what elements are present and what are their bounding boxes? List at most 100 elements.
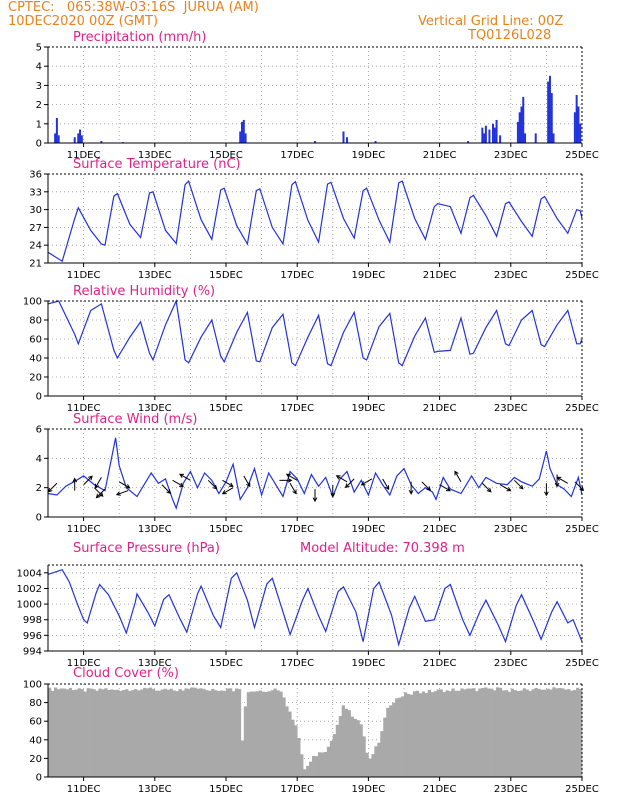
cloud-bar (282, 697, 286, 777)
x-tick-label: 17DEC (280, 270, 314, 281)
panel-4: Surface Wind (m/s) 0 2 4 6 11DEC 13DEC 15DEC 17D… (36, 412, 599, 535)
y-tick-label: 0 (36, 513, 42, 524)
wind-arrow-head (408, 490, 414, 495)
wind-arrow-head (506, 487, 512, 492)
cloud-bar (116, 689, 120, 777)
x-tick-label: 23DEC (494, 524, 528, 535)
cloud-bar (347, 710, 351, 777)
cloud-bar (475, 691, 479, 777)
wind-arrow-head (72, 477, 78, 483)
cloud-bar (196, 688, 200, 777)
cloud-bar (202, 688, 206, 777)
header-grid-note: Vertical Grid Line: 00Z (418, 14, 564, 29)
cloud-bar (427, 689, 431, 777)
wind-arrow-head (98, 492, 104, 497)
cloud-bar (199, 688, 203, 777)
cloud-bar (460, 688, 464, 777)
cloud-bar (513, 690, 518, 777)
cloud-bar (472, 688, 476, 777)
cloud-bar (484, 687, 488, 777)
cloud-bar (374, 746, 378, 777)
cloud-bar (178, 689, 182, 777)
cloud-bar (62, 688, 67, 777)
y-tick-label: 36 (29, 170, 42, 181)
x-tick-label: 19DEC (352, 658, 386, 669)
cloud-bar (335, 724, 340, 777)
cloud-bar (421, 691, 426, 777)
cloud-bar (294, 725, 298, 777)
cloud-bar (104, 688, 108, 777)
cloud-bar (137, 690, 141, 777)
cloud-bar (270, 690, 274, 777)
cloud-bar (457, 690, 461, 777)
wind-arrow-head (544, 491, 549, 497)
cloud-bar (53, 687, 58, 777)
x-tick-label: 21DEC (423, 784, 457, 795)
cloud-bar (448, 691, 452, 777)
y-tick-label: 60 (29, 335, 42, 346)
precip-bar (575, 95, 578, 143)
wind-arrow (289, 483, 297, 494)
cloud-bar (303, 769, 307, 777)
y-tick-label: 0 (36, 139, 42, 150)
panel-title: Surface Wind (m/s) (73, 412, 197, 427)
cloud-bar (151, 688, 156, 777)
panel-title: Surface Temperature (nC) (73, 157, 241, 172)
cloud-bar (234, 688, 239, 777)
wind-arrow-head (125, 484, 131, 489)
x-tick-label: 17DEC (280, 524, 314, 535)
wind-arrow-head (94, 483, 100, 489)
precip-bar (493, 127, 496, 143)
cloud-bar (329, 740, 334, 777)
y-tick-label: 40 (29, 735, 42, 746)
header-date: 10DEC2020 00Z (GMT) (8, 14, 159, 29)
cloud-bar (228, 688, 233, 777)
wind-arrow (116, 490, 129, 496)
x-tick-label: 15DEC (209, 524, 243, 535)
cloud-bar (320, 752, 325, 777)
y-tick-label: 2 (36, 100, 42, 111)
cloud-bar (226, 688, 230, 777)
wind-arrow-head (178, 482, 184, 487)
cloud-bar (139, 689, 144, 777)
cloud-bar (312, 755, 316, 777)
precip-bar (374, 141, 377, 143)
cloud-bar (237, 688, 242, 777)
precip-bar (552, 133, 555, 143)
wind-arrow (499, 484, 511, 492)
panel-1: Precipitation (mm/h) 0 1 2 3 4 5 11DEC 13DEC 15DE… (36, 30, 599, 161)
precip-bar (346, 137, 349, 143)
cloud-bar (576, 687, 580, 777)
wind-arrow-head (88, 475, 93, 481)
x-tick-label: 25DEC (565, 524, 599, 535)
cloud-bar (439, 689, 443, 777)
x-tick-label: 11DEC (67, 403, 101, 414)
cloud-bar (490, 688, 494, 777)
cloud-bar (519, 690, 523, 777)
wind-arrow-head (221, 489, 227, 495)
cloud-bar (246, 692, 251, 777)
precip-bar (100, 141, 103, 143)
cloud-bar (86, 688, 90, 777)
precip-bar (241, 121, 244, 143)
x-tick-label: 19DEC (352, 270, 386, 281)
cloud-bar (317, 752, 322, 777)
y-tick-label: 1 (36, 119, 42, 130)
precip-bar (495, 119, 498, 143)
wind-arrow (118, 481, 130, 489)
cloud-bar (451, 688, 455, 777)
cloud-bar (344, 708, 348, 777)
cloud-bar (68, 687, 73, 777)
x-tick-label: 17DEC (280, 658, 314, 669)
y-tick-label: 100 (23, 297, 42, 308)
x-tick-label: 19DEC (352, 403, 386, 414)
x-tick-label: 17DEC (280, 784, 314, 795)
precip-bar (520, 106, 523, 143)
cloud-bar (255, 691, 259, 777)
y-tick-label: 5 (36, 43, 42, 54)
cloud-bar (558, 688, 562, 777)
wind-arrow-head (287, 477, 293, 483)
cloud-bar (549, 689, 553, 777)
precip-bar (573, 112, 576, 143)
cloud-bar (401, 696, 405, 777)
